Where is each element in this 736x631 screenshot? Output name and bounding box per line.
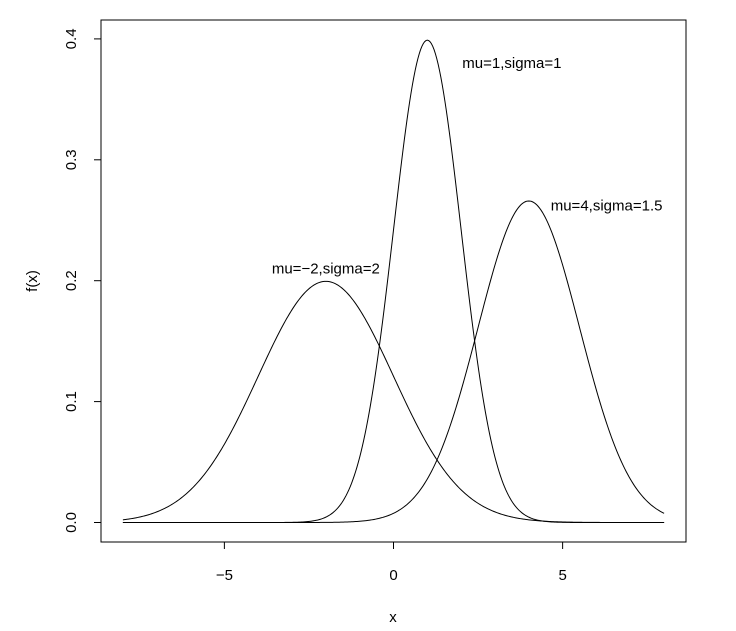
curve-annotation: mu=−2,sigma=2 xyxy=(272,261,380,278)
plot-frame xyxy=(100,19,687,543)
x-tick-label: 0 xyxy=(389,567,397,584)
y-tick-label: 0.2 xyxy=(63,270,80,291)
y-tick-label: 0.0 xyxy=(63,512,80,533)
annotations: mu=−2,sigma=2 mu=1,sigma=1 mu=4,sigma=1.5 xyxy=(272,55,663,278)
x-tick-label: 5 xyxy=(558,567,566,584)
x-axis-label: x xyxy=(389,609,397,626)
series-line-0 xyxy=(122,280,665,523)
x-axis: −5 0 5 xyxy=(216,541,567,584)
y-axis: 0.0 0.1 0.2 0.3 0.4 xyxy=(63,28,102,533)
x-tick-label: −5 xyxy=(216,567,233,584)
y-tick-label: 0.4 xyxy=(63,28,80,49)
series-line-2 xyxy=(122,200,665,523)
curves xyxy=(122,39,665,523)
series-line-1 xyxy=(122,39,665,523)
curve-annotation: mu=1,sigma=1 xyxy=(462,55,561,72)
y-tick-label: 0.3 xyxy=(63,149,80,170)
y-tick-label: 0.1 xyxy=(63,391,80,412)
curve-annotation: mu=4,sigma=1.5 xyxy=(551,198,663,215)
y-axis-label: f(x) xyxy=(24,270,41,292)
